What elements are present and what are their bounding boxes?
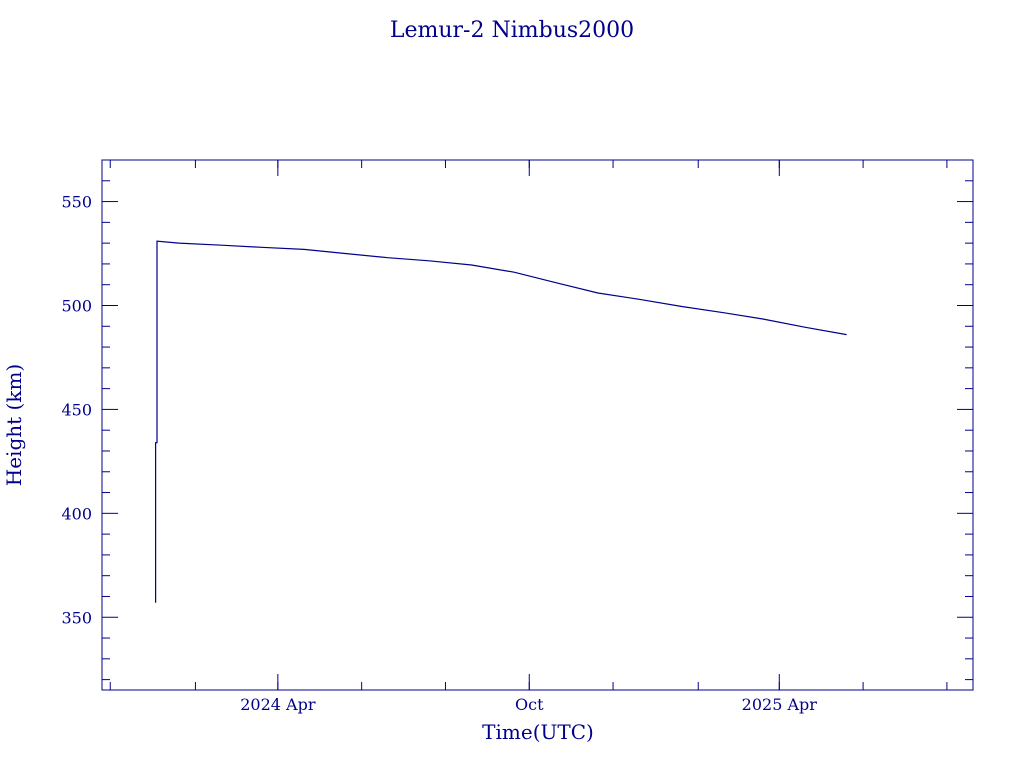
y-tick-label: 550	[61, 193, 92, 212]
series-line	[155, 240, 847, 603]
x-tick-label: 2025 Apr	[742, 695, 818, 714]
axis-ticks	[102, 159, 973, 690]
y-tick-label: 500	[61, 296, 92, 315]
axis-tick-labels: 350 400 450 500 550 2024 Apr Oct 2025 Apr	[61, 193, 817, 714]
y-tick-label: 350	[61, 608, 92, 627]
x-tick-label: Oct	[515, 695, 544, 714]
chart-title: Lemur-2 Nimbus2000	[390, 18, 634, 43]
x-tick-label: 2024 Apr	[240, 695, 316, 714]
y-tick-label: 450	[61, 400, 92, 419]
y-axis-label: Height (km)	[2, 364, 26, 486]
x-axis-label: Time(UTC)	[482, 720, 594, 744]
plot-frame	[101, 159, 974, 691]
y-tick-label: 400	[61, 504, 92, 523]
